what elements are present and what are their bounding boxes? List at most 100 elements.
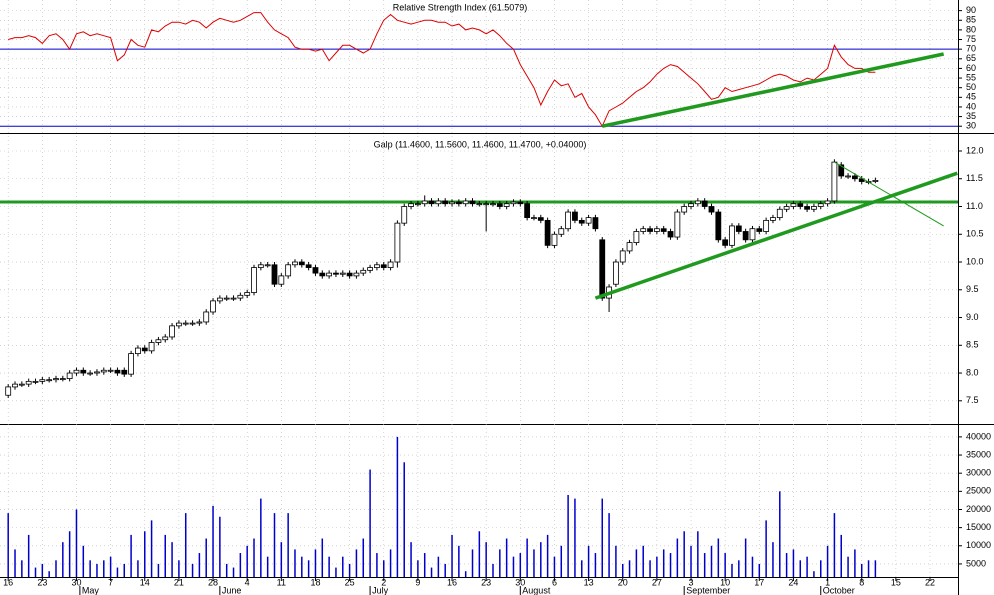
candle-body — [640, 228, 647, 232]
candle-body — [838, 164, 845, 177]
x-tick-label: 23 — [37, 577, 47, 587]
volume-bar — [874, 560, 877, 577]
volume-bar — [724, 553, 726, 577]
candle-body — [626, 242, 633, 252]
candle-body — [633, 231, 640, 243]
candle-body — [428, 200, 435, 205]
candle-body — [783, 206, 790, 210]
volume-bar — [533, 549, 535, 577]
candle-body — [544, 219, 551, 246]
volume-bar — [198, 553, 201, 577]
candle-body — [462, 200, 469, 205]
volume-bar — [7, 513, 9, 577]
candle-body — [162, 336, 169, 341]
x-tick-label: 13 — [584, 577, 594, 587]
candle-body — [374, 264, 380, 268]
y-tick-label: 35 — [966, 111, 976, 121]
volume-bar — [860, 563, 863, 577]
volume-bar — [48, 571, 50, 577]
y-tick-label: 90 — [966, 5, 976, 15]
volume-bar — [799, 560, 802, 577]
candle-body — [592, 217, 599, 230]
candle-body — [722, 239, 729, 246]
y-tick-label: 10.5 — [966, 229, 984, 239]
y-tick-label: 30000 — [966, 468, 991, 478]
candle-body — [169, 325, 175, 338]
volume-bar — [144, 531, 146, 577]
y-tick-label: 45 — [966, 92, 976, 102]
volume-bar — [253, 538, 255, 577]
candle-body — [18, 383, 25, 386]
volume-bar — [703, 553, 706, 577]
x-tick-label: 30 — [515, 577, 525, 587]
volume-bar — [191, 563, 194, 577]
y-tick-label: 70 — [966, 44, 976, 54]
candle-body — [831, 161, 838, 202]
x-tick-label: 14 — [140, 577, 150, 587]
volume-bar — [642, 545, 644, 577]
candle-body — [25, 380, 32, 385]
candle-body — [804, 206, 810, 210]
y-tick-label: 12.0 — [966, 145, 984, 155]
month-label: October — [823, 585, 855, 595]
volume-bar — [301, 556, 303, 577]
volume-bar — [410, 542, 412, 577]
volume-bar — [348, 563, 351, 577]
candle-body — [346, 272, 353, 277]
candle-body — [455, 201, 462, 205]
candle-body — [613, 261, 619, 285]
volume-bar — [478, 531, 481, 577]
candle-body — [551, 233, 558, 246]
y-tick-label: 9.5 — [966, 284, 979, 294]
candle-body — [770, 217, 776, 221]
candle-body — [135, 347, 141, 355]
volume-bar — [171, 542, 173, 577]
volume-bar — [232, 567, 235, 577]
volume-bar — [813, 571, 815, 577]
candle-body — [851, 175, 858, 180]
volume-bar — [847, 556, 849, 577]
volume-bar — [130, 534, 132, 577]
volume-bar — [14, 549, 16, 577]
candle-body — [319, 272, 326, 277]
candle-body — [175, 322, 182, 327]
y-tick-label: 75 — [966, 34, 976, 44]
candle-body — [59, 378, 66, 380]
volume-bar — [669, 553, 672, 577]
volume-bar — [751, 556, 754, 577]
candle-body — [32, 380, 39, 383]
volume-bar — [27, 534, 30, 577]
candle-body — [414, 203, 421, 206]
candle-body — [531, 217, 537, 220]
volume-bar — [287, 513, 289, 577]
candle-body — [517, 201, 524, 205]
volume-bar — [697, 531, 699, 577]
candle-body — [449, 201, 455, 205]
volume-bar — [451, 534, 453, 577]
candle-body — [421, 200, 428, 205]
candle-body — [298, 261, 305, 266]
candle-body — [285, 264, 292, 277]
x-tick-label: 20 — [618, 577, 628, 587]
candle-body — [811, 206, 817, 210]
candle-body — [510, 201, 517, 205]
volume-bar — [608, 513, 610, 577]
volume-bar — [376, 553, 378, 577]
volume-bar — [744, 538, 747, 577]
candle-body — [763, 219, 770, 232]
month-label: June — [222, 585, 242, 595]
x-tick-label: 18 — [310, 577, 320, 587]
y-tick-label: 15000 — [966, 522, 991, 532]
volume-bar — [150, 520, 153, 577]
volume-bar — [792, 549, 795, 577]
candle-body — [490, 203, 496, 206]
volume-bar — [225, 563, 228, 577]
y-tick-label: 20000 — [966, 504, 991, 514]
y-tick-label: 30 — [966, 121, 976, 131]
volume-bar — [294, 549, 296, 577]
volume-bar — [307, 560, 310, 577]
candle-body — [353, 272, 360, 277]
volume-bar — [785, 553, 788, 577]
